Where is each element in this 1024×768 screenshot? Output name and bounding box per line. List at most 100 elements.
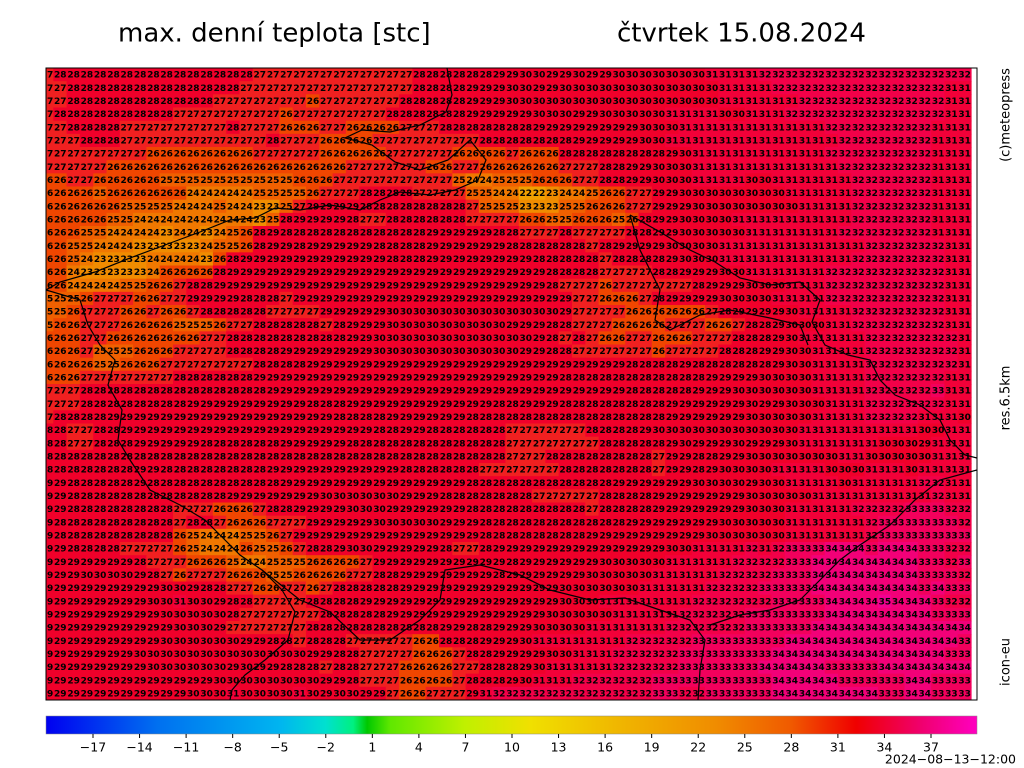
cell-value: 29: [493, 110, 506, 120]
cell-value: 30: [400, 308, 413, 318]
cell-value: 30: [426, 308, 439, 318]
cell-value: 30: [373, 347, 386, 357]
cell-value: 27: [666, 347, 679, 357]
cell-value: 28: [200, 97, 213, 107]
cell-value: 31: [706, 163, 719, 173]
cell-value: 26: [533, 215, 546, 225]
cell-value: 27: [94, 321, 107, 331]
cell-value: 26: [134, 321, 147, 331]
cell-value: 26: [599, 281, 612, 291]
cell-value: 32: [892, 360, 905, 370]
cell-value: 26: [67, 321, 80, 331]
cell-value: 32: [852, 255, 865, 265]
grid-cell: [558, 68, 573, 82]
cell-value: 31: [825, 163, 838, 173]
cell-value: 32: [879, 189, 892, 199]
cell-value: 27: [613, 281, 626, 291]
cell-value: 32: [825, 123, 838, 133]
cell-value: 31: [719, 150, 732, 160]
cell-value: 29: [187, 294, 200, 304]
cell-value: 29: [599, 123, 612, 133]
cell-value: 30: [746, 202, 759, 212]
cell-value: 31: [945, 202, 958, 212]
cell-value: 30: [746, 189, 759, 199]
cell-value: 30: [666, 97, 679, 107]
cell-value: 24: [214, 229, 227, 239]
cell-value: 27: [466, 163, 479, 173]
cell-value: 28: [293, 360, 306, 370]
cell-value: 26: [67, 373, 80, 383]
grid-cell: [412, 68, 427, 82]
cell-value: 32: [879, 202, 892, 212]
cell-value: 26: [147, 189, 160, 199]
cell-value: 23: [134, 268, 147, 278]
cell-value: 29: [280, 281, 293, 291]
cell-value: 32: [905, 202, 918, 212]
cell-value: 26: [134, 360, 147, 370]
cell-value: 27: [639, 294, 652, 304]
cell-value: 32: [932, 334, 945, 344]
cell-value: 29: [280, 347, 293, 357]
cell-value: 31: [719, 163, 732, 173]
cell-value: 32: [852, 123, 865, 133]
cell-value: 26: [506, 163, 519, 173]
cell-value: 32: [812, 97, 825, 107]
cell-value: 26: [679, 334, 692, 344]
cell-value: 27: [387, 136, 400, 146]
cell-value: 26: [293, 176, 306, 186]
cell-value: 29: [480, 97, 493, 107]
cell-value: 30: [559, 84, 572, 94]
cell-value: 29: [679, 202, 692, 212]
cell-value: 27: [653, 281, 666, 291]
cell-value: 26: [121, 189, 134, 199]
cell-value: 25: [121, 281, 134, 291]
cell-value: 27: [240, 321, 253, 331]
cell-value: 28: [586, 150, 599, 160]
grid-cell: [66, 68, 81, 82]
cell-value: 30: [666, 123, 679, 133]
cell-value: 32: [852, 71, 865, 81]
cell-value: 29: [267, 255, 280, 265]
cell-value: 28: [347, 229, 360, 239]
cell-value: 31: [932, 229, 945, 239]
grid-cell: [824, 68, 839, 82]
cell-value: 28: [440, 123, 453, 133]
cell-value: 27: [453, 163, 466, 173]
cell-value: 31: [945, 308, 958, 318]
cell-value: 29: [480, 84, 493, 94]
cell-value: 27: [387, 84, 400, 94]
cell-value: 28: [373, 242, 386, 252]
cell-value: 30: [759, 176, 772, 186]
cell-value: 26: [187, 150, 200, 160]
cell-value: 31: [772, 150, 785, 160]
cell-value: 32: [812, 84, 825, 94]
grid-cell: [372, 68, 387, 82]
cell-value: 26: [160, 163, 173, 173]
cell-value: 29: [280, 373, 293, 383]
grid-cell: [119, 81, 134, 95]
cell-value: 31: [759, 242, 772, 252]
cell-value: 30: [626, 84, 639, 94]
cell-value: 27: [41, 71, 54, 81]
cell-value: 30: [586, 84, 599, 94]
cell-value: 28: [81, 71, 94, 81]
cell-value: 29: [466, 255, 479, 265]
cell-value: 29: [666, 150, 679, 160]
cell-value: 29: [533, 294, 546, 304]
cell-value: 26: [134, 334, 147, 344]
cell-value: 27: [267, 97, 280, 107]
cell-value: 27: [307, 71, 320, 81]
cell-value: 32: [879, 163, 892, 173]
cell-value: 30: [586, 97, 599, 107]
cell-value: 30: [506, 347, 519, 357]
cell-value: 27: [307, 84, 320, 94]
cell-value: 29: [546, 71, 559, 81]
cell-value: 26: [520, 150, 533, 160]
cell-value: 26: [121, 360, 134, 370]
cell-value: 32: [852, 321, 865, 331]
cell-value: 32: [905, 123, 918, 133]
cell-value: 31: [812, 136, 825, 146]
grid-cell: [784, 68, 799, 82]
cell-value: 27: [626, 347, 639, 357]
cell-value: 24: [67, 281, 80, 291]
